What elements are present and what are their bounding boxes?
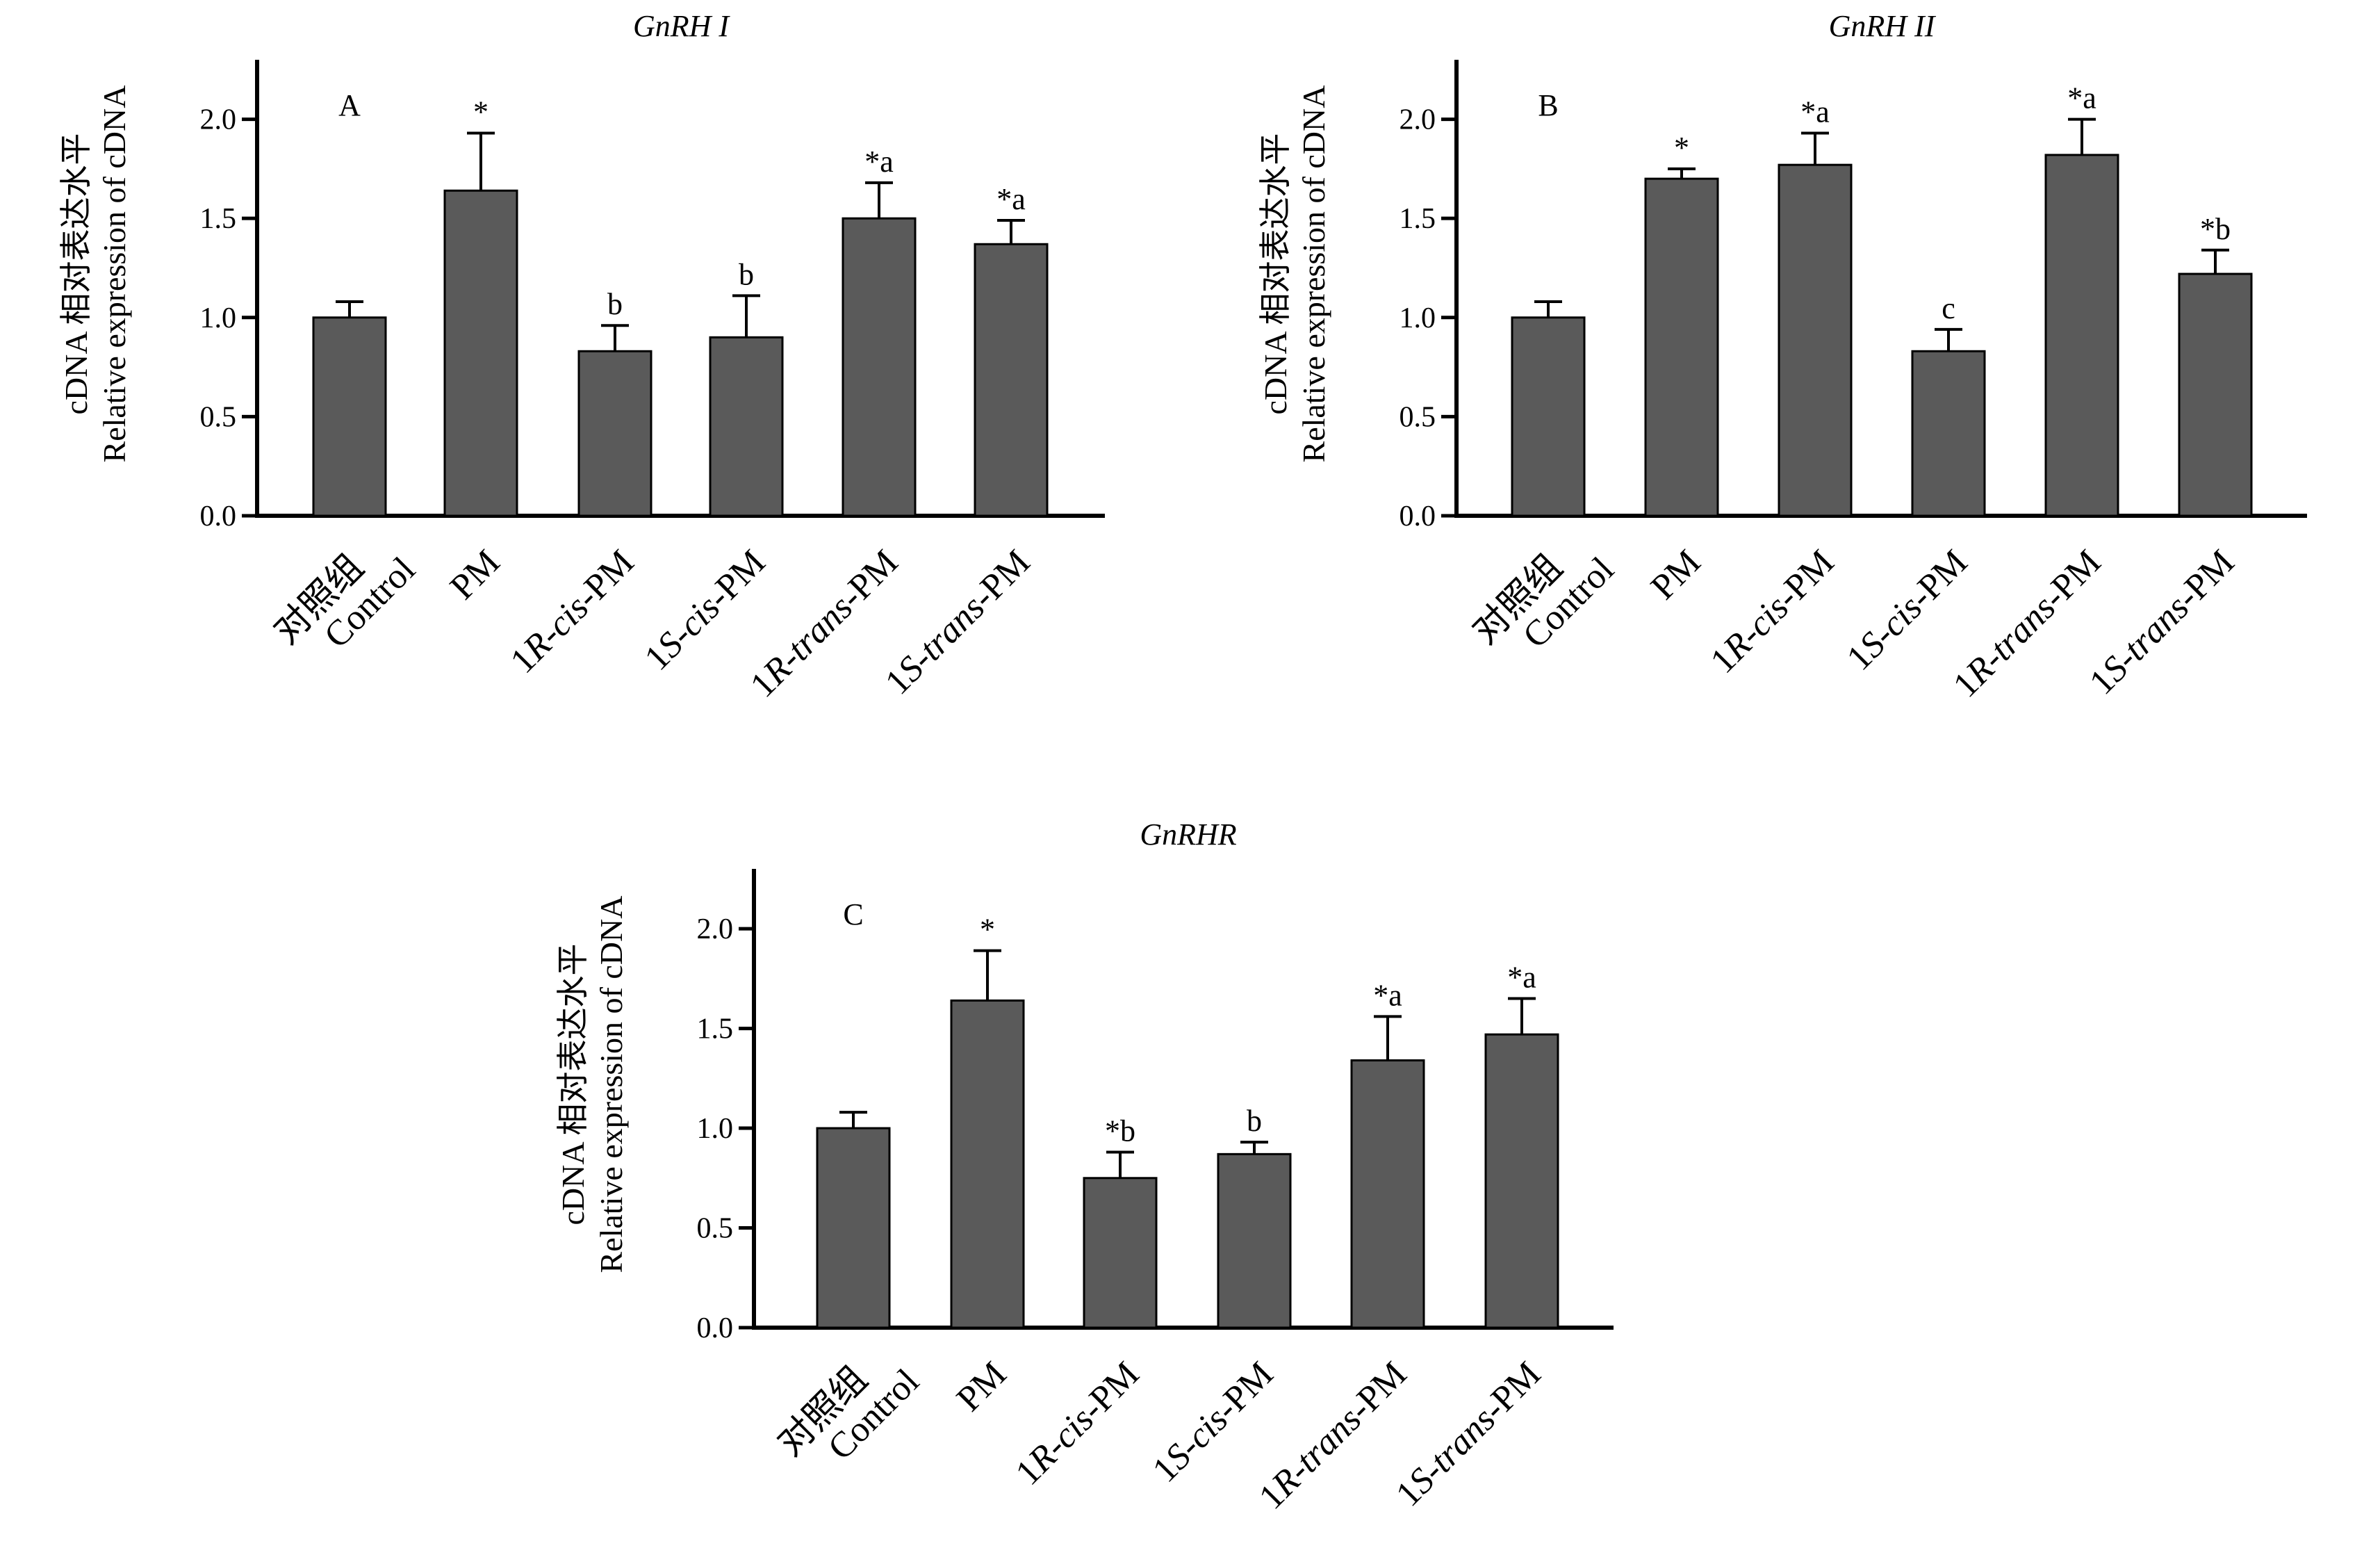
bar xyxy=(1778,163,1853,517)
significance-label: *a xyxy=(864,145,894,179)
significance-label: b xyxy=(739,257,754,291)
x-tick-label-italic: S-trans xyxy=(891,588,993,690)
chart-title: GnRHR xyxy=(1140,817,1236,852)
bar xyxy=(443,189,518,517)
x-tick-label-italic: S-trans xyxy=(2095,588,2197,690)
x-tick-label: PM xyxy=(1643,542,1708,607)
bar xyxy=(2178,272,2253,517)
x-tick-label-italic: R-trans xyxy=(1264,1400,1369,1505)
y-tick-label: 2.0 xyxy=(697,913,734,945)
x-tick-label-italic: R-trans xyxy=(755,588,860,693)
x-tick-label-part: PM xyxy=(1643,542,1708,607)
y-tick-label: 1.5 xyxy=(697,1013,734,1045)
bar xyxy=(312,316,387,517)
x-tick-label: 1S-cis-PM xyxy=(1145,1354,1281,1490)
bar xyxy=(842,217,917,517)
chart-title: GnRH II xyxy=(1829,9,1937,43)
panel-letter: B xyxy=(1538,88,1558,122)
x-tick-label: 1R-cis-PM xyxy=(1703,542,1842,681)
significance-label: *a xyxy=(1800,95,1830,129)
x-tick-label: 1R-cis-PM xyxy=(1008,1354,1147,1493)
x-tick-label-italic: R-trans xyxy=(1958,588,2063,693)
panel-letter: C xyxy=(843,897,863,931)
y-axis-label-en: Relative expression of cDNA xyxy=(97,85,132,463)
y-tick-label: 0.0 xyxy=(697,1312,734,1344)
x-tick-label: 1R-cis-PM xyxy=(503,542,642,681)
significance-label: * xyxy=(473,95,489,129)
chart-panel-a: GnRH I 0.0 0.5 1.0 1.5 2.0 cDNA 相对表达水平 Relative… xyxy=(58,9,1105,706)
y-axis-label-zh: cDNA 相对表达水平 xyxy=(58,133,94,414)
y-tick-label: 0.0 xyxy=(1400,500,1436,532)
bar xyxy=(1484,1033,1559,1329)
bar xyxy=(1511,316,1586,517)
x-tick-label: 1S-cis-PM xyxy=(637,542,773,678)
bar xyxy=(1911,350,1986,517)
chart-panel-b: GnRH II 0.0 0.5 1.0 1.5 2.0 cDNA 相对表达水平 Relativ… xyxy=(1258,9,2307,706)
bar xyxy=(1083,1177,1158,1329)
x-tick-label-part: PM xyxy=(443,542,507,607)
x-tick-label: PM xyxy=(949,1354,1014,1419)
y-axis-label-zh: cDNA 相对表达水平 xyxy=(555,943,591,1225)
chart-title: GnRH I xyxy=(633,9,730,43)
x-tick-label: 1S-cis-PM xyxy=(1839,542,1976,678)
significance-label: b xyxy=(607,287,623,321)
x-tick-label: 1S-trans-PM xyxy=(1388,1354,1548,1514)
significance-label: *a xyxy=(1507,961,1536,995)
chart-panel-c: GnRHR 0.0 0.5 1.0 1.5 2.0 cDNA 相对表达水平 Relative … xyxy=(555,817,1614,1517)
y-axis-label-zh: cDNA 相对表达水平 xyxy=(1258,133,1293,414)
y-tick-label: 1.5 xyxy=(200,203,237,235)
bar xyxy=(950,999,1025,1329)
x-tick-label-italic: S-trans xyxy=(1402,1400,1504,1502)
significance-label: * xyxy=(1674,131,1689,165)
panel-letter: A xyxy=(338,88,361,122)
bar xyxy=(1644,177,1719,517)
significance-label: *b xyxy=(1105,1114,1135,1148)
significance-label: *b xyxy=(2200,212,2231,246)
significance-label: * xyxy=(980,913,995,947)
y-tick-label: 1.0 xyxy=(1400,302,1436,334)
y-tick-label: 1.0 xyxy=(200,302,237,334)
significance-label: b xyxy=(1247,1104,1262,1138)
bar xyxy=(974,243,1049,517)
significance-label: *a xyxy=(2067,81,2096,115)
bar xyxy=(1350,1059,1425,1329)
y-tick-label: 1.5 xyxy=(1400,203,1436,235)
x-tick-label-part: PM xyxy=(949,1354,1014,1419)
x-tick-label: 1S-trans-PM xyxy=(2082,542,2242,702)
y-tick-label: 1.0 xyxy=(697,1113,734,1145)
y-tick-label: 0.0 xyxy=(200,500,237,532)
significance-label: *a xyxy=(996,182,1026,216)
y-axis-label-en: Relative expression of cDNA xyxy=(593,896,629,1273)
y-tick-label: 0.5 xyxy=(200,401,237,433)
bar xyxy=(2044,154,2119,517)
bar xyxy=(1217,1152,1292,1329)
y-axis-label-en: Relative expression of cDNA xyxy=(1296,85,1331,463)
y-tick-label: 0.5 xyxy=(1400,401,1436,433)
bar xyxy=(577,350,653,517)
y-tick-label: 2.0 xyxy=(1400,104,1436,136)
significance-label: c xyxy=(1942,291,1955,325)
x-tick-label: PM xyxy=(443,542,507,607)
y-tick-label: 2.0 xyxy=(200,104,237,136)
bar xyxy=(709,336,784,517)
y-tick-label: 0.5 xyxy=(697,1213,734,1245)
bar xyxy=(816,1127,891,1329)
significance-label: *a xyxy=(1373,978,1402,1012)
